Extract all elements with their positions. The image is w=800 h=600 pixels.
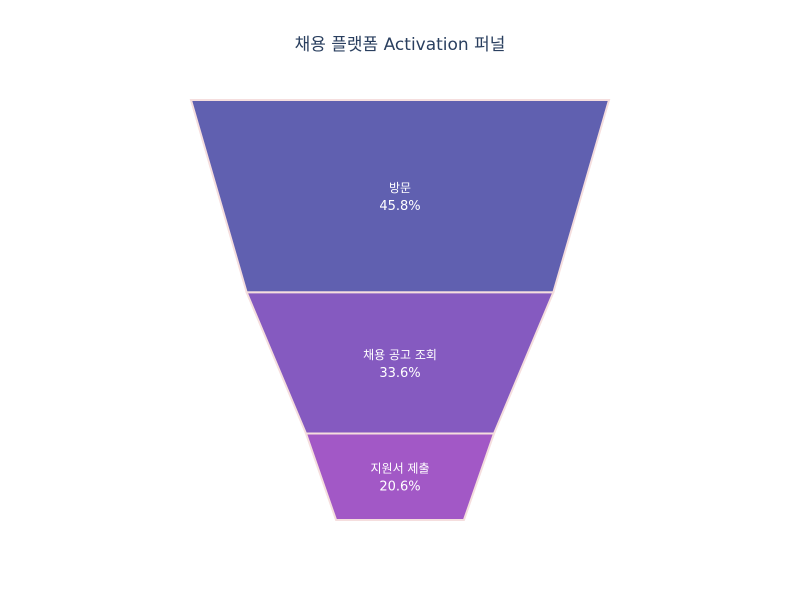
funnel-stage	[304, 432, 496, 521]
chart-title: 채용 플랫폼 Activation 퍼널	[295, 35, 506, 55]
stage-label: 지원서 제출	[370, 462, 429, 476]
funnel-stage	[189, 99, 611, 294]
stage-value-label: 45.8%	[379, 199, 420, 214]
stage-label: 채용 공고 조회	[363, 348, 437, 362]
stage-value-label: 33.6%	[379, 366, 420, 381]
funnel-stages: 방문 45.8% 채용 공고 조회 33.6% 지원서 제출 20.6%	[189, 99, 611, 521]
stage-label: 방문	[389, 181, 411, 195]
stage-value-label: 20.6%	[379, 480, 420, 495]
funnel-stage	[245, 291, 555, 435]
